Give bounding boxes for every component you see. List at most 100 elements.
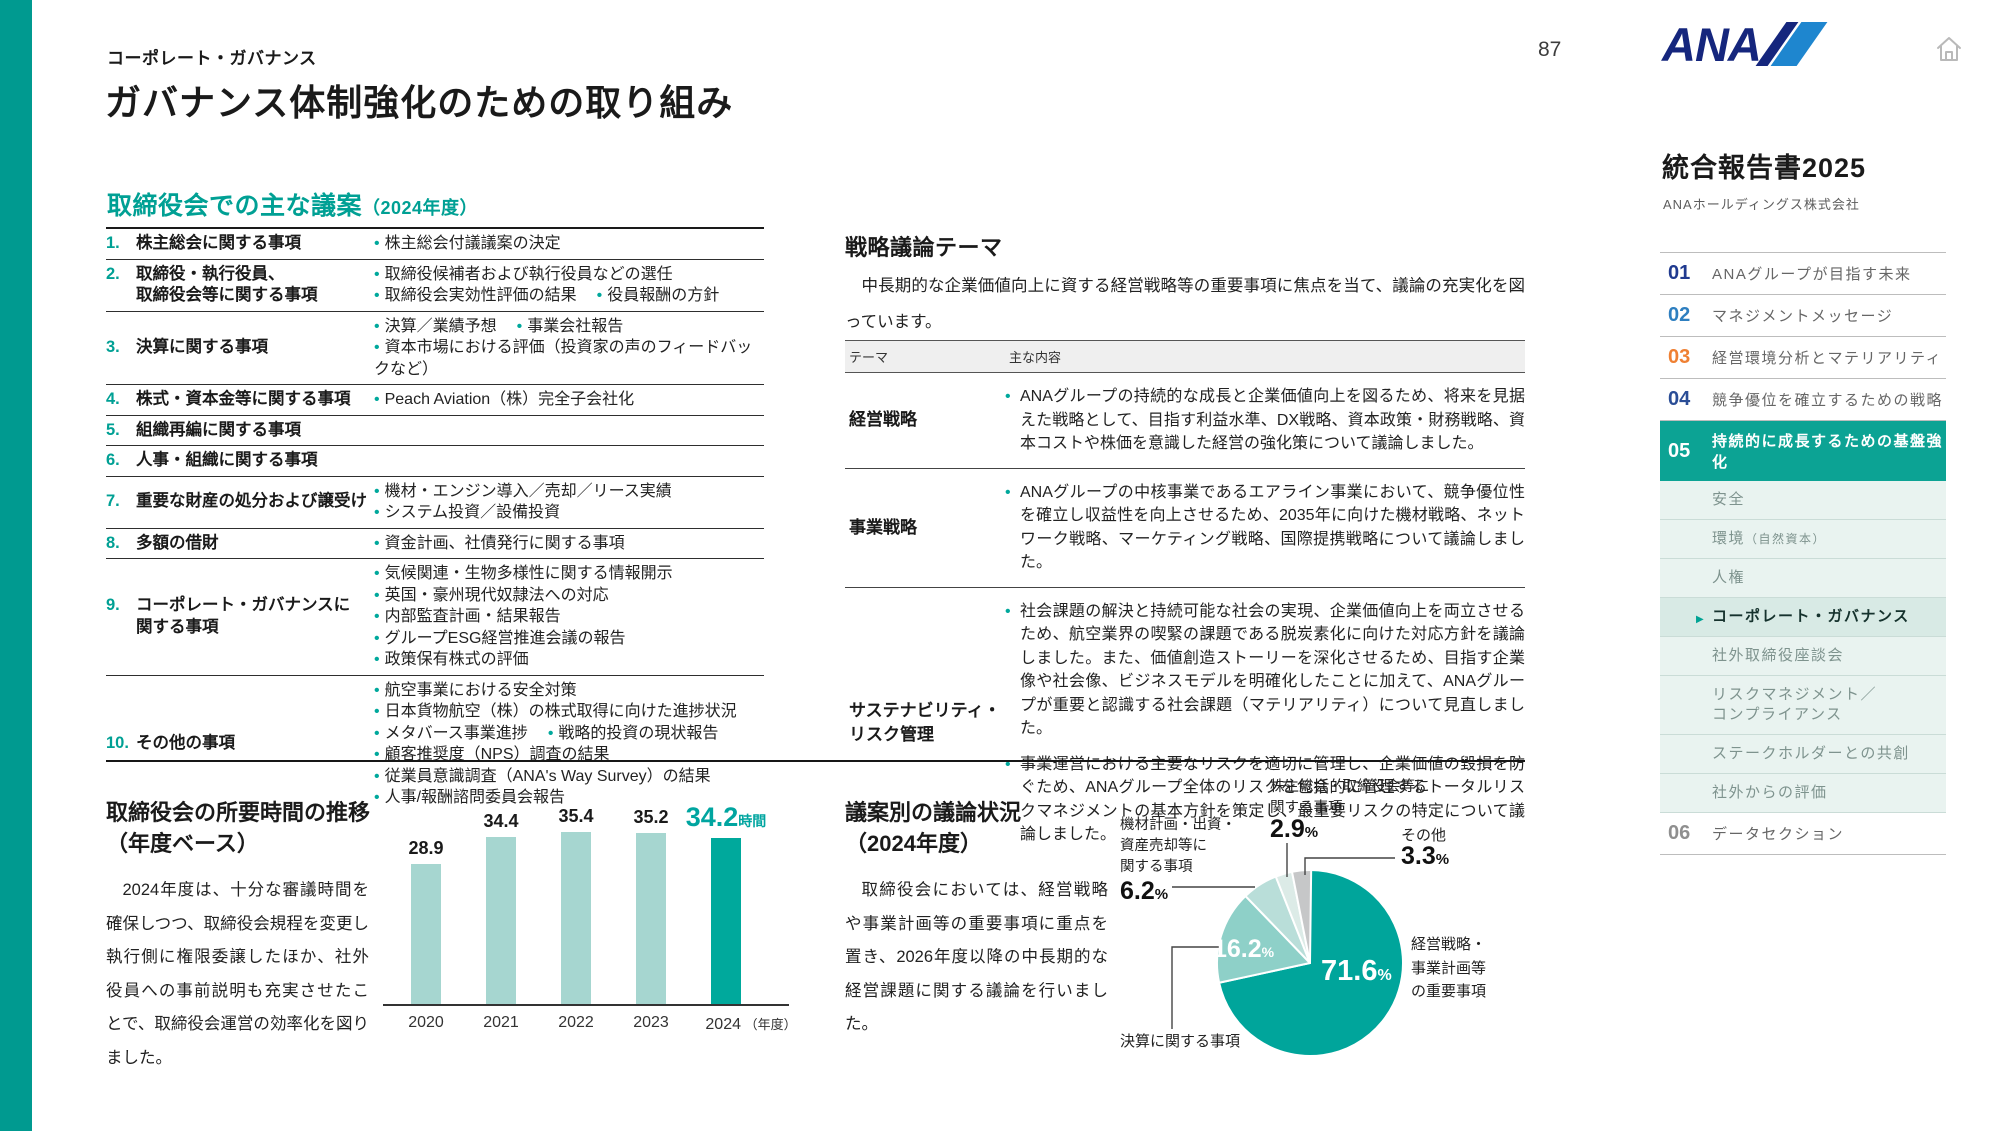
bullet-icon: •: [374, 235, 380, 252]
agenda-item-label: 株式・資本金等に関する事項: [136, 390, 351, 408]
strategy-bullet: • 社会課題の解決と持続可能な社会の実現、企業価値向上を両立させるため、航空業界の…: [1005, 600, 1525, 741]
agenda-detail-entry: • 決算／業績予想: [374, 318, 497, 335]
bar-value: 35.2: [633, 807, 669, 827]
agenda-detail-line: • 顧客推奨度（NPS）調査の結果: [374, 744, 764, 766]
sidebar-item-02[interactable]: 02 マネジメントメッセージ: [1660, 295, 1946, 337]
sidebar-item-number: 05: [1668, 439, 1691, 462]
agenda-detail-text: 資金計画、社債発行に関する事項: [384, 534, 625, 552]
agenda-detail-entry: • システム投資／設備投資: [374, 504, 560, 521]
agenda-detail-entry: • 取締役会実効性評価の結果: [374, 287, 577, 304]
strategy-col-theme: テーマ: [849, 350, 889, 365]
sidebar-item-06[interactable]: 06 データセクション: [1660, 813, 1946, 855]
strategy-bullet-text: 事業運営における主要なリスクを適切に管理し、企業価値の毀損を防ぐため、ANAグル…: [1020, 755, 1525, 844]
home-icon[interactable]: [1934, 34, 1964, 64]
agenda-item-cell: 3. 決算に関する事項: [106, 337, 374, 359]
agenda-detail-text: 役員報酬の方針: [607, 287, 720, 304]
agenda-detail-entry: • 気候関連・生物多様性に関する情報開示: [374, 565, 673, 582]
agenda-item-number: 1.: [106, 234, 120, 252]
sidebar-subitem-label: 安全: [1712, 491, 1746, 508]
agenda-detail-line: • 決算／業績予想 • 事業会社報告: [374, 316, 764, 338]
agenda-heading-note: （2024年度）: [362, 198, 479, 218]
bullet-icon: •: [374, 265, 380, 283]
agenda-detail-text: 英国・豪州現代奴隷法への対応: [384, 586, 609, 604]
bar-axis-note: （年度）: [740, 1017, 797, 1032]
ana-logo: ANA: [1662, 17, 1828, 71]
strategy-theme-cell: 経営戦略: [849, 410, 917, 430]
bar-x-year: 2022: [558, 1014, 594, 1031]
sidebar-subitem[interactable]: 人権: [1660, 559, 1946, 598]
agenda-detail-entry: • 内部監査計画・結果報告: [374, 608, 561, 625]
agenda-detail-entry: • 日本貨物航空（株）の株式取得に向けた進捗状況: [374, 703, 737, 720]
agenda-detail-cell: • 株主総会付議議案の決定: [374, 233, 764, 255]
hours-body-text: 2024年度は、十分な審議時間を確保しつつ、取締役会規程を変更し執行側に権限委譲…: [106, 881, 369, 1067]
agenda-detail-text: 機材・エンジン導入／売却／リース実績: [384, 482, 672, 500]
agenda-item-cell: 1. 株主総会に関する事項: [106, 233, 374, 255]
agenda-detail-text: 決算／業績予想: [384, 317, 497, 335]
sidebar-subitem-label: コーポレート・ガバナンス: [1712, 608, 1910, 625]
agenda-table-row: 3. 決算に関する事項 • 決算／業績予想 • 事業会社報告 • 資本市場における評価（投資家…: [106, 312, 764, 385]
agenda-detail-cell: • 取締役候補者および執行役員などの選任 • 取締役会実効性評価の結果 • 役員報酬の方針: [374, 264, 764, 307]
sidebar-subitem[interactable]: 社外からの評価: [1660, 774, 1946, 813]
sidebar-subitem[interactable]: リスクマネジメント／ コンプライアンス: [1660, 676, 1946, 735]
discussion-title: 議案別の議論状況 （2024年度）: [845, 800, 1022, 856]
sidebar-item-01[interactable]: 01 ANAグループが目指す未来: [1660, 253, 1946, 295]
strategy-table-row: サステナビリティ・ リスク管理 • 社会課題の解決と持続可能な社会の実現、企業価値向上…: [845, 588, 1525, 859]
agenda-detail-line: • 内部監査計画・結果報告: [374, 606, 764, 628]
pie-label-other: その他 3.3%: [1401, 825, 1449, 870]
agenda-detail-text: 政策保有株式の評価: [384, 651, 529, 668]
strategy-bullet-text: ANAグループの持続的な成長と企業価値向上を図るため、将来を見据えた戦略として、…: [1020, 388, 1525, 452]
agenda-item-number: 9.: [106, 596, 120, 615]
report-title: 統合報告書2025: [1662, 153, 1867, 183]
agenda-pie-chart: 株主総会・取締役会等に 関する事項 2.9% その他 3.3% 機材計画・出資・資…: [1095, 765, 1580, 1125]
bullet-icon: •: [374, 608, 380, 625]
sidebar-item-label: ANAグループが目指す未来: [1712, 266, 1912, 283]
bar-x-year: 2021: [483, 1014, 519, 1031]
bar-x-label: 2020: [356, 1014, 496, 1032]
sidebar-subitem[interactable]: ステークホルダーとの共創: [1660, 735, 1946, 774]
agenda-detail-line: • 人事/報酬諮問委員会報告: [374, 787, 764, 809]
agenda-item-label: 組織再編に関する事項: [136, 420, 301, 439]
bar-2021: [486, 837, 516, 1004]
strategy-theme-cell: サステナビリティ・ リスク管理: [849, 701, 1001, 744]
bar-2020: [411, 864, 441, 1004]
agenda-item-number: 2.: [106, 264, 120, 283]
sidebar-item-05[interactable]: 05 持続的に成長するための基盤強化: [1660, 421, 1946, 481]
strategy-bullet-text: 社会課題の解決と持続可能な社会の実現、企業価値向上を両立させるため、航空業界の喫…: [1020, 602, 1525, 738]
sidebar-subitem-label: 人権: [1712, 569, 1746, 586]
agenda-detail-line: • 取締役会実効性評価の結果 • 役員報酬の方針: [374, 285, 764, 307]
sidebar-item-04[interactable]: 04 競争優位を確立するための戦略: [1660, 379, 1946, 421]
bar-value-label: 35.2: [581, 807, 721, 828]
bullet-icon: •: [374, 767, 380, 785]
strategy-bullet: • ANAグループの持続的な成長と企業価値向上を図るため、将来を見据えた戦略として…: [1005, 385, 1525, 456]
agenda-detail-text: 取締役候補者および執行役員などの選任: [384, 265, 673, 283]
agenda-item-number: 3.: [106, 338, 120, 356]
sidebar-subitem[interactable]: 安全: [1660, 481, 1946, 520]
bar-x-label: 2022: [506, 1014, 646, 1032]
sidebar-subitem[interactable]: 社外取締役座談会: [1660, 637, 1946, 676]
sidebar-item-number: 01: [1668, 262, 1691, 284]
agenda-item-cell: 2. 取締役・執行役員、 取締役会等に関する事項: [106, 264, 374, 307]
bar-x-label: 2023: [581, 1014, 721, 1032]
agenda-detail-cell: • 資金計画、社債発行に関する事項: [374, 533, 764, 555]
agenda-detail-line: • システム投資／設備投資: [374, 502, 764, 524]
agenda-detail-entry: • 株主総会付議議案の決定: [374, 235, 561, 252]
agenda-detail-cell: • Peach Aviation（株）完全子会社化: [374, 389, 764, 411]
bullet-icon: •: [374, 629, 380, 647]
sidebar-item-label: 経営環境分析とマテリアリティ: [1712, 350, 1943, 367]
agenda-table-row: 2. 取締役・執行役員、 取締役会等に関する事項 • 取締役候補者および執行役員などの選…: [106, 260, 764, 312]
sidebar-subitem-active[interactable]: ▶ コーポレート・ガバナンス: [1660, 598, 1946, 637]
bullet-icon: •: [374, 287, 380, 304]
ana-logo-text: ANA: [1662, 17, 1762, 71]
sidebar-item-03[interactable]: 03 経営環境分析とマテリアリティ: [1660, 337, 1946, 379]
agenda-detail-cell: • 決算／業績予想 • 事業会社報告 • 資本市場における評価（投資家の声のフィードバック…: [374, 316, 764, 381]
agenda-detail-line: • 機材・エンジン導入／売却／リース実績: [374, 481, 764, 503]
agenda-detail-entry: • メタバース事業進捗: [374, 725, 528, 742]
pie-slice: [1218, 869, 1404, 1057]
sidebar-subitem[interactable]: 環境（自然資本）: [1660, 520, 1946, 559]
pie-label-equipment-matters: 機材計画・出資・ 資産売却等に 関する事項 6.2%: [1120, 815, 1236, 905]
agenda-detail-entry: • 資金計画、社債発行に関する事項: [374, 535, 625, 552]
agenda-detail-text: メタバース事業進捗: [384, 724, 528, 742]
page-number: 87: [1538, 38, 1562, 61]
pie-slice: [1291, 869, 1313, 964]
agenda-table-row: 10. その他の事項 • 航空事業における安全対策 • 日本貨物航空（株）の株式取得に向け…: [106, 676, 764, 813]
